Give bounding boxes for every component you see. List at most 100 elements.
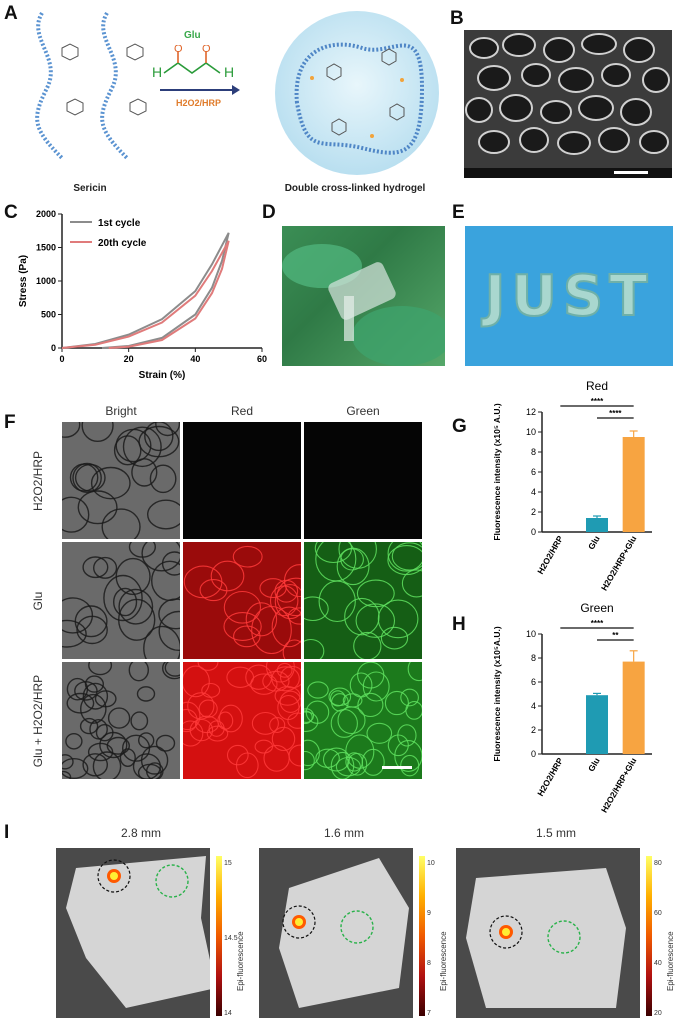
colorbar-label: Epi-fluorescence <box>666 931 675 991</box>
y-tick-label: 1000 <box>36 276 56 286</box>
depth-label-3: 1.5 mm <box>535 826 576 840</box>
colorbar-tick-label: 14 <box>224 1010 232 1017</box>
roi-circle-control <box>155 864 189 898</box>
fluorescence-core <box>295 918 303 926</box>
micrograph-green-row-1 <box>304 422 422 539</box>
chart-title: Green <box>580 601 613 615</box>
y-tick-label: 0 <box>531 527 536 537</box>
micrograph-green-row-3 <box>304 662 422 779</box>
bar-2 <box>586 518 608 532</box>
x-tick-label-3: H2O2/HRP+Glu <box>599 756 638 814</box>
ivis-image-2 <box>259 848 413 1018</box>
y-tick-label: 2000 <box>36 209 56 219</box>
colorbar-tick-label: 10 <box>427 860 435 867</box>
x-tick-label-3: H2O2/HRP+Glu <box>599 534 638 592</box>
x-tick-label-2: Glu <box>586 534 602 551</box>
svg-text:H: H <box>224 64 234 80</box>
panel-label-g: G <box>452 416 467 437</box>
x-tick-label-1: H2O2/HRP <box>535 534 565 576</box>
y-tick-label: 6 <box>531 467 536 477</box>
micrograph-red-row-1 <box>183 422 301 539</box>
ivis-image-3 <box>456 848 640 1018</box>
y-tick-label: 0 <box>51 343 56 353</box>
y-tick-label: 10 <box>526 427 536 437</box>
colorbar-tick-label: 9 <box>427 910 431 917</box>
panel-label-c: C <box>4 202 18 223</box>
row-header-glu: Glu <box>31 591 45 611</box>
micrograph-bright-row-3 <box>62 662 180 779</box>
y-tick-label: 1500 <box>36 243 56 253</box>
sem-image <box>464 30 672 178</box>
roi-circle-signal <box>489 915 523 949</box>
column-header-red: Red <box>230 404 253 418</box>
significance-label-2: ** <box>612 631 619 640</box>
series-1-line <box>61 232 230 349</box>
column-header-green: Green <box>346 404 380 418</box>
depth-label-1: 2.8 mm <box>120 826 161 840</box>
panel-label-e: E <box>452 202 465 223</box>
x-tick-label-1: H2O2/HRP <box>535 756 565 798</box>
x-tick-label-2: Glu <box>586 756 602 773</box>
y-tick-label: 2 <box>531 725 536 735</box>
micrograph-bright-row-2 <box>62 542 180 659</box>
significance-label-2: **** <box>609 409 622 418</box>
y-tick-label: 4 <box>531 701 536 711</box>
y-tick-label: 12 <box>526 407 536 417</box>
reaction-arrow <box>160 85 240 95</box>
y-tick-label: 4 <box>531 487 536 497</box>
row-header-glu-h2o2-hrp: Glu + H2O2/HRP <box>31 674 45 768</box>
micrograph-bright-row-1 <box>62 422 180 539</box>
depth-label-2: 1.6 mm <box>323 826 364 840</box>
colorbar-2 <box>419 856 425 1016</box>
reagent-h2o2-hrp-label: H2O2/HRP <box>176 98 222 108</box>
fluorescence-core <box>110 872 118 880</box>
colorbar-label: Epi-fluorescence <box>439 931 448 991</box>
printed-text-just: JUST <box>484 263 654 330</box>
colorbar-tick-label: 80 <box>654 860 662 867</box>
x-tick-label: 40 <box>190 354 200 364</box>
glutaraldehyde-structure: H O O H <box>152 45 234 80</box>
svg-text:H: H <box>152 64 162 80</box>
green-fluorescence-bar-chart: Green 0 2 4 6 8 10 Fluorescence intensity (x10⁵… <box>492 601 652 814</box>
colorbar-tick-label: 40 <box>654 960 662 967</box>
fluorescence-core <box>502 928 510 936</box>
red-fluorescence-bar-chart: Red 0 2 4 6 8 10 12 Fluorescence intensity (x10⁵… <box>492 379 652 592</box>
legend-label-1: 1st cycle <box>98 218 141 229</box>
panel-label-d: D <box>262 202 276 223</box>
micrograph-red-row-3 <box>183 662 301 779</box>
bar-2 <box>586 695 608 754</box>
colorbar-tick-label: 8 <box>427 960 431 967</box>
significance-label-1: **** <box>591 619 604 628</box>
tissue-sample <box>279 858 409 1008</box>
y-axis-label: Fluorescence intensity (x10⁵ A.U.) <box>492 403 502 541</box>
row-header-h2o2-hrp: H2O2/HRP <box>31 450 45 512</box>
caption-sericin: Sericin <box>73 183 107 194</box>
svg-text:O: O <box>174 45 183 55</box>
tissue-sample <box>66 856 210 1008</box>
syringe-photo <box>282 226 445 366</box>
colorbar-tick-label: 7 <box>427 1010 431 1017</box>
svg-text:O: O <box>202 45 211 55</box>
caption-hydrogel: Double cross-linked hydrogel <box>284 183 426 194</box>
scale-bar <box>382 766 412 769</box>
micrograph-green-row-2 <box>304 542 422 659</box>
panel-label-h: H <box>452 614 466 635</box>
panel-label-a: A <box>4 3 18 24</box>
chart-title: Red <box>586 379 608 393</box>
x-tick-label: 60 <box>257 354 267 364</box>
roi-circle-control <box>340 910 374 944</box>
ivis-image-row: 2.8 mm 15 14.5 14 Epi-fluorescence 1.6 mm 10 9 8… <box>56 826 676 1022</box>
microscopy-grid <box>62 422 422 782</box>
colorbar-tick-label: 20 <box>654 1010 662 1017</box>
x-tick-label: 20 <box>124 354 134 364</box>
y-tick-label: 500 <box>41 310 56 320</box>
colorbar-tick-label: 14.5 <box>224 935 238 942</box>
reagent-glu-label: Glu <box>184 30 201 41</box>
roi-circle-signal <box>97 859 131 893</box>
y-axis-label: Fluorescence intensity (x10⁵A.U.) <box>492 626 502 761</box>
colorbar-label: Epi-fluorescence <box>236 931 245 991</box>
significance-label-1: **** <box>591 397 604 406</box>
colorbar-3 <box>646 856 652 1016</box>
colorbar-1 <box>216 856 222 1016</box>
y-tick-label: 8 <box>531 653 536 663</box>
